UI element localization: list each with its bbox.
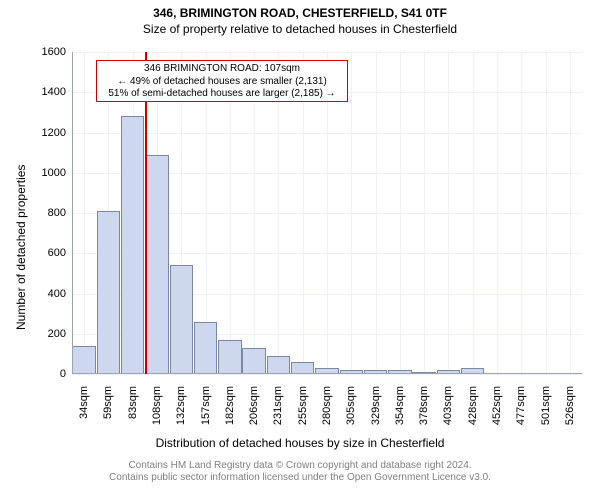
x-axis-line [72, 373, 582, 374]
x-tick-label: 59sqm [102, 386, 114, 436]
histogram-bar [194, 322, 217, 374]
y-tick-label: 200 [26, 328, 66, 340]
x-tick-label: 403sqm [442, 386, 454, 436]
annotation-line: 346 BRIMINGTON ROAD: 107sqm [101, 63, 343, 76]
x-tick-label: 132sqm [175, 386, 187, 436]
gridline-vertical [376, 52, 377, 374]
gridline-vertical [473, 52, 474, 374]
x-tick-label: 255sqm [297, 386, 309, 436]
histogram-bar [242, 348, 265, 374]
gridline-vertical [497, 52, 498, 374]
x-tick-label: 157sqm [200, 386, 212, 436]
gridline-vertical [400, 52, 401, 374]
attribution-footer: Contains HM Land Registry data © Crown c… [0, 460, 600, 484]
x-tick-label: 231sqm [272, 386, 284, 436]
x-tick-label: 83sqm [127, 386, 139, 436]
gridline-vertical [448, 52, 449, 374]
x-axis-label: Distribution of detached houses by size … [0, 436, 600, 450]
gridline-vertical [521, 52, 522, 374]
y-tick-label: 800 [26, 207, 66, 219]
y-tick-label: 0 [26, 368, 66, 380]
chart-title: 346, BRIMINGTON ROAD, CHESTERFIELD, S41 … [0, 6, 600, 20]
histogram-bar [72, 346, 95, 374]
x-tick-label: 501sqm [540, 386, 552, 436]
chart-container: 346, BRIMINGTON ROAD, CHESTERFIELD, S41 … [0, 0, 600, 500]
y-tick-label: 400 [26, 288, 66, 300]
x-tick-label: 526sqm [564, 386, 576, 436]
gridline-horizontal [72, 374, 582, 375]
x-tick-label: 428sqm [467, 386, 479, 436]
annotation-line: 51% of semi-detached houses are larger (… [101, 88, 343, 101]
annotation-line: ← 49% of detached houses are smaller (2,… [101, 76, 343, 89]
gridline-vertical [84, 52, 85, 374]
attribution-line: Contains HM Land Registry data © Crown c… [6, 460, 594, 472]
gridline-vertical [424, 52, 425, 374]
histogram-bar [97, 211, 120, 374]
y-tick-label: 1200 [26, 127, 66, 139]
y-tick-label: 1600 [26, 46, 66, 58]
x-tick-label: 477sqm [515, 386, 527, 436]
gridline-vertical [546, 52, 547, 374]
histogram-bar [121, 116, 144, 374]
chart-subtitle: Size of property relative to detached ho… [0, 22, 600, 36]
annotation-box: 346 BRIMINGTON ROAD: 107sqm← 49% of deta… [96, 60, 348, 102]
x-tick-label: 182sqm [224, 386, 236, 436]
attribution-line: Contains public sector information licen… [6, 472, 594, 484]
histogram-bar [170, 265, 193, 374]
x-tick-label: 108sqm [151, 386, 163, 436]
x-tick-label: 280sqm [321, 386, 333, 436]
y-tick-label: 600 [26, 247, 66, 259]
y-axis-line [72, 52, 73, 374]
y-tick-label: 1000 [26, 167, 66, 179]
gridline-vertical [570, 52, 571, 374]
x-tick-label: 354sqm [394, 386, 406, 436]
x-tick-label: 305sqm [345, 386, 357, 436]
histogram-bar [145, 155, 168, 374]
x-tick-label: 452sqm [491, 386, 503, 436]
histogram-bar [218, 340, 241, 374]
x-tick-label: 329sqm [370, 386, 382, 436]
x-tick-label: 206sqm [248, 386, 260, 436]
gridline-vertical [351, 52, 352, 374]
y-tick-label: 1400 [26, 86, 66, 98]
x-tick-label: 34sqm [78, 386, 90, 436]
x-tick-label: 378sqm [418, 386, 430, 436]
histogram-bar [267, 356, 290, 374]
